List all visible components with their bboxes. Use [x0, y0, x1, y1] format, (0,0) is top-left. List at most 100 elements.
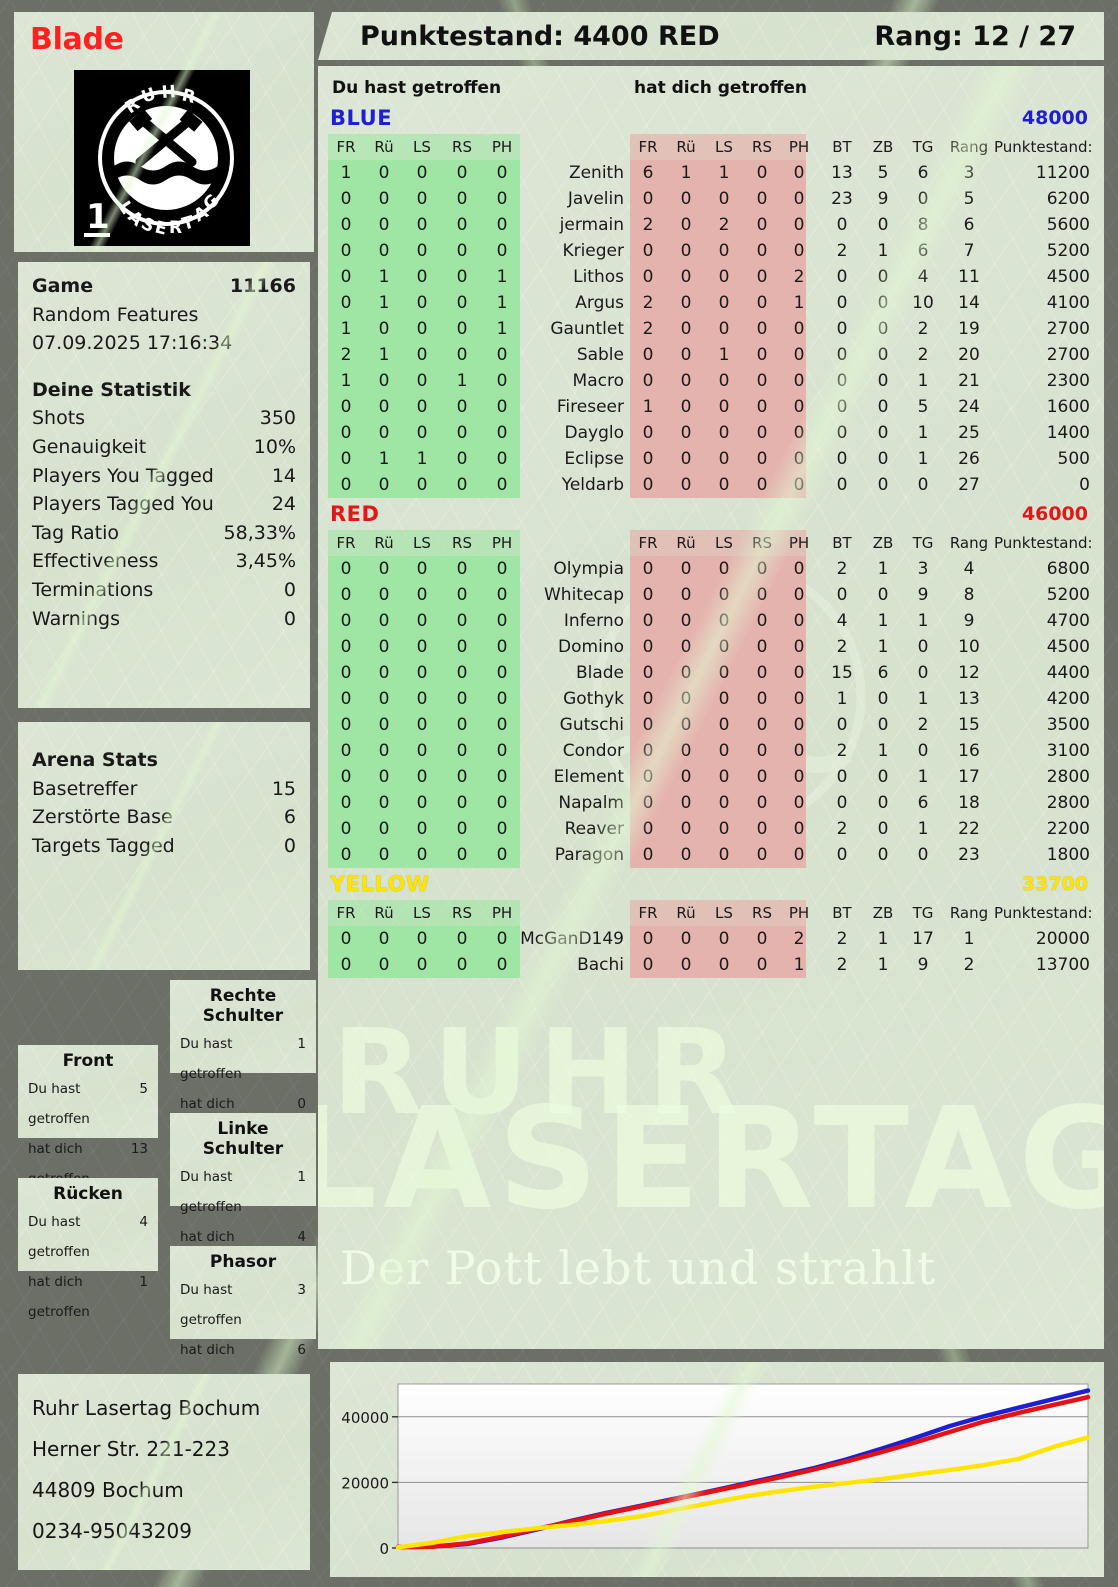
- band-them: [630, 842, 806, 868]
- cell-you-PH: 1: [496, 319, 508, 339]
- stat-label: Terminations: [32, 578, 154, 601]
- table-row[interactable]: 0 0 0 0 0 Gutschi 0 0 0 0 0 0 0 2 15 3500: [318, 712, 1104, 738]
- band-you: [328, 790, 520, 816]
- cell-them-Rü: 0: [680, 741, 692, 761]
- band-them: [630, 530, 806, 556]
- cell-them-Rü: 0: [680, 793, 692, 813]
- table-row[interactable]: 0 0 0 0 0 Krieger 0 0 0 0 0 2 1 6 7 5200: [318, 238, 1104, 264]
- page-title: Blade: [30, 22, 124, 57]
- cell-you-RS: 0: [456, 929, 468, 949]
- cell-them-LS: 0: [718, 423, 730, 443]
- cell-Punktestand: 3100: [1046, 741, 1090, 761]
- table-row[interactable]: 0 0 0 0 0 Domino 0 0 0 0 0 2 1 0 10 4500: [318, 634, 1104, 660]
- cell-you-FR: 0: [340, 611, 352, 631]
- cell-Rang: 10: [958, 637, 980, 657]
- cell-you-FR: 0: [340, 955, 352, 975]
- chart-ytick-label: 0: [379, 1540, 389, 1558]
- table-row[interactable]: 0 1 1 0 0 Eclipse 0 0 0 0 0 0 0 1 26 500: [318, 446, 1104, 472]
- cell-ZB: 0: [877, 819, 889, 839]
- cell-BT: 2: [836, 819, 848, 839]
- cell-you-PH: 0: [496, 689, 508, 709]
- cell-Rang: 3: [963, 163, 975, 183]
- band-you: [328, 238, 520, 264]
- table-row[interactable]: 0 0 0 0 0 Javelin 0 0 0 0 0 23 9 0 5 6200: [318, 186, 1104, 212]
- chart-ytick-label: 40000: [341, 1409, 389, 1427]
- team-badge: RED: [658, 20, 720, 52]
- table-row[interactable]: 0 0 0 0 0 Fireseer 1 0 0 0 0 0 0 5 24 1600: [318, 394, 1104, 420]
- band-you: [328, 660, 520, 686]
- hitzone-you-label: Du hast getroffen: [180, 1036, 242, 1082]
- col-head-you-RS: RS: [452, 904, 472, 922]
- table-row[interactable]: 0 1 0 0 1 Argus 2 0 0 0 1 0 0 10 14 4100: [318, 290, 1104, 316]
- cell-player-name: Whitecap: [544, 585, 624, 605]
- cell-Punktestand: 4500: [1046, 267, 1090, 287]
- table-row[interactable]: 0 0 0 0 0 McGanD149 0 0 0 0 2 2 1 17 1 20000: [318, 926, 1104, 952]
- table-row[interactable]: 0 0 0 0 0 Blade 0 0 0 0 0 15 6 0 12 4400: [318, 660, 1104, 686]
- table-row[interactable]: 0 1 0 0 1 Lithos 0 0 0 0 2 0 0 4 11 4500: [318, 264, 1104, 290]
- cell-ZB: 0: [877, 267, 889, 287]
- cell-you-LS: 1: [416, 449, 428, 469]
- table-row[interactable]: 0 0 0 0 0 Element 0 0 0 0 0 0 0 1 17 2800: [318, 764, 1104, 790]
- table-row[interactable]: 1 0 0 1 0 Macro 0 0 0 0 0 0 0 1 21 2300: [318, 368, 1104, 394]
- col-head-Punktestand: Punktestand:: [994, 904, 1093, 922]
- your-stat-row: Warnings 0: [32, 605, 296, 634]
- team-score: 46000: [1021, 503, 1088, 525]
- band-you: [328, 712, 520, 738]
- cell-you-PH: 0: [496, 397, 508, 417]
- cell-them-PH: 0: [793, 637, 805, 657]
- cell-them-FR: 0: [642, 715, 654, 735]
- band-them: [630, 238, 806, 264]
- cell-them-PH: 0: [793, 371, 805, 391]
- hitzone-front: Front Du hast getroffen 5 hat dich getrof…: [18, 1045, 158, 1187]
- cell-Rang: 23: [958, 845, 980, 865]
- table-row[interactable]: 2 1 0 0 0 Sable 0 0 1 0 0 0 0 2 20 2700: [318, 342, 1104, 368]
- cell-ZB: 0: [877, 689, 889, 709]
- col-head-you-PH: PH: [491, 534, 513, 552]
- cell-ZB: 0: [877, 767, 889, 787]
- band-you: [328, 290, 520, 316]
- stat-value: 15: [271, 777, 296, 800]
- table-row[interactable]: 0 0 0 0 0 Bachi 0 0 0 0 1 2 1 9 2 13700: [318, 952, 1104, 978]
- table-row[interactable]: 0 0 0 0 0 Paragon 0 0 0 0 0 0 0 0 23 1800: [318, 842, 1104, 868]
- table-row[interactable]: 1 0 0 0 1 Gauntlet 2 0 0 0 0 0 0 2 19 2700: [318, 316, 1104, 342]
- cell-ZB: 0: [877, 215, 889, 235]
- table-row[interactable]: 0 0 0 0 0 Condor 0 0 0 0 0 2 1 0 16 3100: [318, 738, 1104, 764]
- cell-you-FR: 0: [340, 663, 352, 683]
- cell-BT: 0: [836, 267, 848, 287]
- cell-player-name: Lithos: [573, 267, 624, 287]
- cell-player-name: Reaver: [564, 819, 624, 839]
- table-row[interactable]: 0 0 0 0 0 Yeldarb 0 0 0 0 0 0 0 0 27 0: [318, 472, 1104, 498]
- table-row[interactable]: 0 0 0 0 0 Inferno 0 0 0 0 0 4 1 1 9 4700: [318, 608, 1104, 634]
- table-row[interactable]: 0 0 0 0 0 jermain 2 0 2 0 0 0 0 8 6 5600: [318, 212, 1104, 238]
- cell-them-FR: 0: [642, 475, 654, 495]
- table-row[interactable]: 0 0 0 0 0 Dayglo 0 0 0 0 0 0 0 1 25 1400: [318, 420, 1104, 446]
- cell-BT: 0: [836, 397, 848, 417]
- cell-them-LS: 0: [718, 637, 730, 657]
- table-row[interactable]: 0 0 0 0 0 Napalm 0 0 0 0 0 0 0 6 18 2800: [318, 790, 1104, 816]
- table-row[interactable]: 0 0 0 0 0 Olympia 0 0 0 0 0 2 1 3 4 6800: [318, 556, 1104, 582]
- table-row[interactable]: 0 0 0 0 0 Reaver 0 0 0 0 0 2 0 1 22 2200: [318, 816, 1104, 842]
- table-row[interactable]: 0 0 0 0 0 Gothyk 0 0 0 0 0 1 0 1 13 4200: [318, 686, 1104, 712]
- table-row[interactable]: 1 0 0 0 0 Zenith 6 1 1 0 0 13 5 6 3 11200: [318, 160, 1104, 186]
- band-you: [328, 446, 520, 472]
- cell-you-LS: 0: [416, 293, 428, 313]
- col-head-TG: TG: [912, 138, 934, 156]
- hitzone-title: Rechte Schulter: [202, 986, 284, 1026]
- cell-ZB: 0: [877, 371, 889, 391]
- band-them: [630, 472, 806, 498]
- cell-them-LS: 0: [718, 293, 730, 313]
- table-header-row: FR Rü LS RS PH FR Rü LS RS PH BT ZB TG Rang Punktestan…: [318, 900, 1104, 926]
- band-them: [630, 264, 806, 290]
- table-row[interactable]: 0 0 0 0 0 Whitecap 0 0 0 0 0 0 0 9 8 5200: [318, 582, 1104, 608]
- stat-value: 14: [271, 464, 296, 487]
- game-datetime-row: 07.09.2025 17:16:34: [32, 329, 296, 358]
- score-value: Punktestand: 4400: [360, 20, 649, 52]
- cell-you-FR: 0: [340, 929, 352, 949]
- stat-label: Targets Tagged: [32, 834, 175, 857]
- col-head-them-PH: PH: [788, 138, 810, 156]
- cell-them-FR: 0: [642, 955, 654, 975]
- cell-Rang: 14: [958, 293, 980, 313]
- cell-you-PH: 0: [496, 449, 508, 469]
- band-them: [630, 446, 806, 472]
